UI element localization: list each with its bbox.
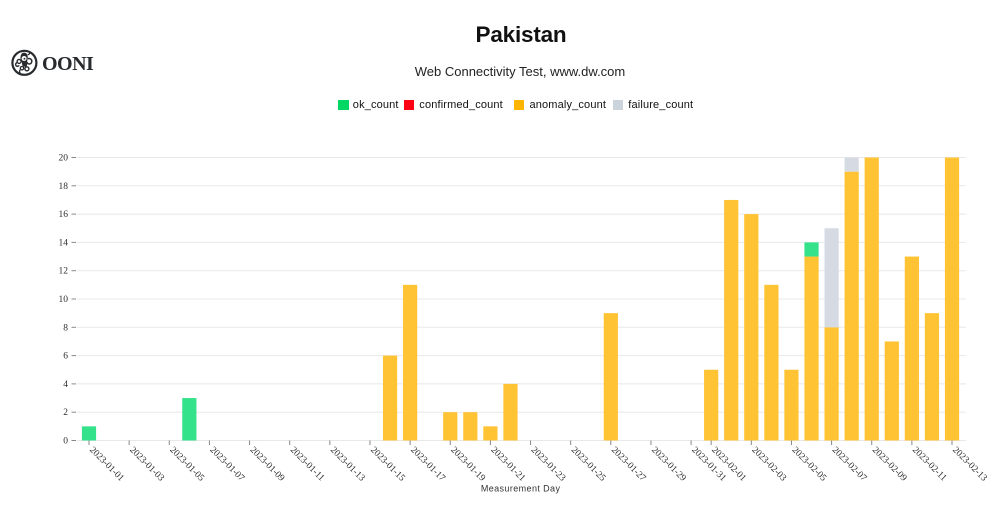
- svg-text:2023-01-07: 2023-01-07: [208, 445, 247, 484]
- svg-text:2023-01-05: 2023-01-05: [167, 445, 206, 484]
- svg-text:2023-01-13: 2023-01-13: [328, 445, 367, 484]
- svg-text:2023-01-25: 2023-01-25: [569, 445, 608, 484]
- svg-text:2023-01-19: 2023-01-19: [448, 445, 487, 484]
- svg-text:0: 0: [63, 437, 68, 447]
- svg-text:2023-01-21: 2023-01-21: [489, 445, 528, 484]
- svg-text:12: 12: [59, 267, 69, 277]
- svg-text:2023-02-03: 2023-02-03: [749, 445, 788, 484]
- svg-text:2023-01-01: 2023-01-01: [87, 445, 126, 484]
- svg-text:2023-01-27: 2023-01-27: [609, 445, 648, 484]
- svg-text:2023-01-03: 2023-01-03: [127, 445, 166, 484]
- svg-text:2023-02-09: 2023-02-09: [870, 445, 909, 484]
- svg-text:4: 4: [63, 380, 68, 390]
- svg-text:2023-02-13: 2023-02-13: [950, 445, 989, 484]
- svg-text:2023-01-23: 2023-01-23: [529, 445, 568, 484]
- svg-text:2023-01-11: 2023-01-11: [288, 445, 326, 483]
- svg-text:16: 16: [59, 210, 69, 220]
- svg-text:2023-01-29: 2023-01-29: [649, 445, 688, 484]
- svg-text:8: 8: [63, 323, 68, 333]
- svg-text:2023-01-17: 2023-01-17: [408, 445, 447, 484]
- svg-text:6: 6: [63, 352, 68, 362]
- svg-text:2023-02-07: 2023-02-07: [830, 445, 869, 484]
- svg-text:2: 2: [63, 408, 68, 418]
- svg-text:20: 20: [59, 154, 69, 164]
- svg-text:2023-02-05: 2023-02-05: [790, 445, 829, 484]
- svg-text:18: 18: [59, 182, 69, 192]
- svg-text:14: 14: [59, 238, 69, 248]
- svg-text:10: 10: [59, 295, 69, 305]
- svg-text:Measurement Day: Measurement Day: [481, 484, 561, 494]
- svg-text:2023-01-15: 2023-01-15: [368, 445, 407, 484]
- svg-text:2023-01-09: 2023-01-09: [248, 445, 287, 484]
- svg-text:2023-02-11: 2023-02-11: [910, 445, 948, 483]
